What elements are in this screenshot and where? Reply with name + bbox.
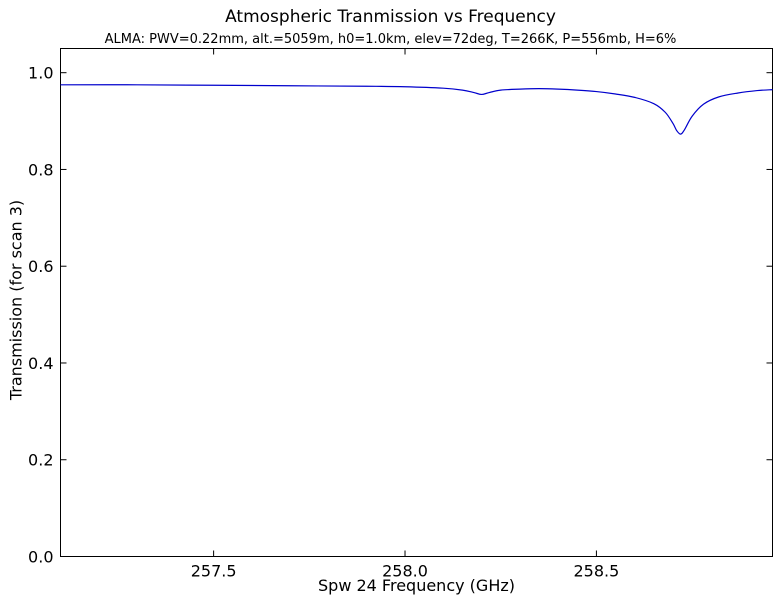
chart-subtitle: ALMA: PWV=0.22mm, alt.=5059m, h0=1.0km, … (104, 32, 677, 47)
axes-frame (60, 48, 773, 557)
y-tick-label: 0.2 (28, 451, 53, 470)
y-tick-label: 0.4 (28, 354, 53, 373)
y-tick-label: 0.6 (28, 257, 53, 276)
y-tick-label: 0.8 (28, 160, 53, 179)
series-line (60, 84, 773, 135)
x-axis-label: Spw 24 Frequency (GHz) (318, 576, 515, 595)
chart-title: Atmospheric Tranmission vs Frequency (225, 7, 556, 27)
y-tick-label: 1.0 (28, 64, 53, 83)
y-axis-label: Transmission (for scan 3) (6, 199, 26, 401)
x-tick-label: 257.5 (191, 562, 237, 581)
x-tick-label: 258.0 (382, 562, 428, 581)
y-tick-label: 0.0 (28, 548, 53, 567)
x-tick-label: 258.5 (574, 562, 620, 581)
